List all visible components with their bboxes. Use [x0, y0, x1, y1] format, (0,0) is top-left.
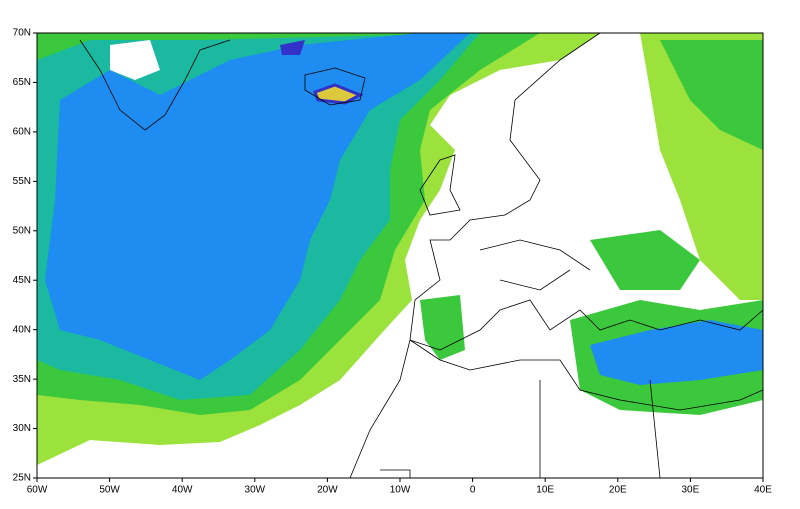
coastline-greenland — [79, 39, 231, 131]
y-tick-label: 60N — [13, 127, 31, 138]
coastline-iceland — [304, 67, 366, 106]
field-yellow — [313, 83, 364, 105]
coastline-africa — [349, 339, 764, 479]
coastline-british-isles — [419, 154, 461, 216]
y-tick-label: 25N — [13, 473, 31, 484]
field-iberia-green — [420, 295, 465, 360]
y-tick-label: 50N — [13, 225, 31, 236]
x-tick-label: 50W — [99, 485, 120, 496]
x-tick-label: 30W — [245, 485, 266, 496]
field-blue — [45, 33, 470, 380]
y-tick-label: 35N — [13, 374, 31, 385]
x-tick-label: 60W — [27, 485, 48, 496]
y-tick-label: 70N — [13, 28, 31, 39]
field-med-blue — [590, 320, 763, 385]
y-tick-label: 40N — [13, 324, 31, 335]
y-tick-label: 55N — [13, 176, 31, 187]
coastlines — [79, 32, 764, 479]
field-balkan-green — [590, 230, 700, 290]
x-tick-label: 30E — [682, 485, 700, 496]
x-tick-label: 10E — [536, 485, 554, 496]
field-dark-blue — [280, 40, 305, 55]
precip-field — [37, 33, 763, 465]
x-tick-label: 40W — [172, 485, 193, 496]
x-tick-label: 20W — [317, 485, 338, 496]
y-tick-label: 65N — [13, 77, 31, 88]
country-borders — [380, 239, 661, 479]
field-europe-green-2 — [660, 40, 763, 150]
x-tick-label: 20E — [609, 485, 627, 496]
field-white — [110, 40, 160, 80]
y-tick-label: 45N — [13, 275, 31, 286]
x-tick-label: 10W — [390, 485, 411, 496]
x-tick-label: 40E — [754, 485, 772, 496]
x-tick-label: 0 — [470, 485, 476, 496]
y-tick-label: 30N — [13, 423, 31, 434]
